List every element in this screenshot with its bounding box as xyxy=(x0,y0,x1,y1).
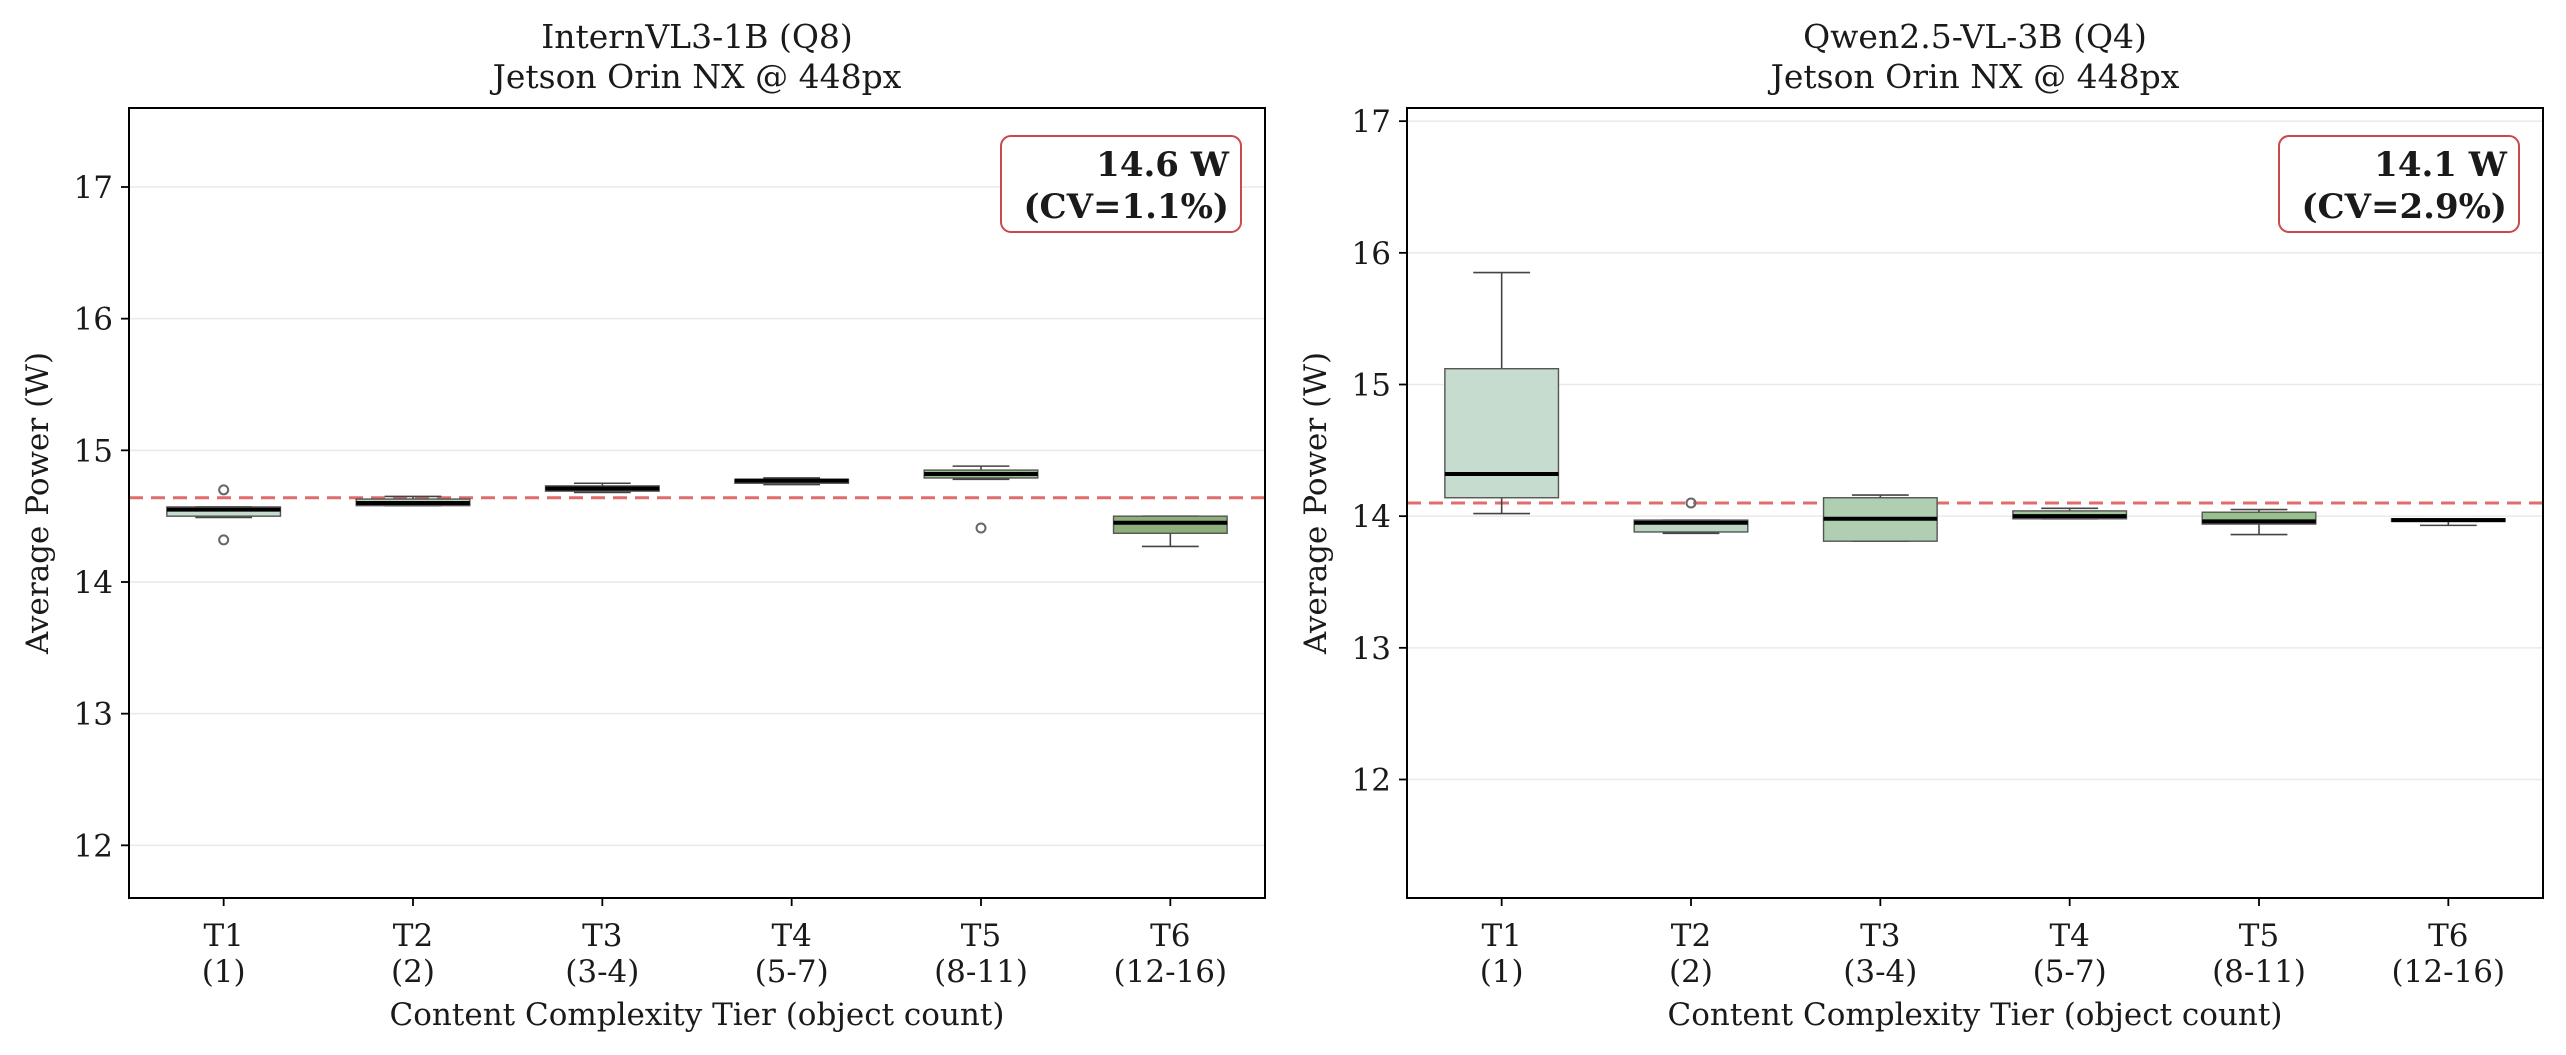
x-tick-label-range: (2) xyxy=(391,954,435,990)
y-tick-label: 13 xyxy=(74,697,113,733)
x-tick-label-range: (1) xyxy=(202,954,246,990)
annotation-box xyxy=(2278,135,2520,233)
x-tick-label-tier: T1 xyxy=(1481,918,1521,954)
x-tick-label-range: (8-11) xyxy=(934,954,1028,990)
x-tick-label-tier: T3 xyxy=(582,918,622,954)
y-tick-label: 17 xyxy=(1352,104,1391,140)
box-plot-t5 xyxy=(923,465,1039,534)
box-plot-t6 xyxy=(1112,515,1228,548)
box-plot-t5 xyxy=(2201,508,2317,536)
box-iqr xyxy=(1633,519,1749,533)
box-plot-t4 xyxy=(2012,507,2128,520)
box-plot-t2 xyxy=(355,495,471,507)
box-plot-t1 xyxy=(166,484,282,546)
y-tick-label: 12 xyxy=(74,828,113,864)
annotation-mean-value: 14.6 W xyxy=(1096,145,1230,185)
plot-frame xyxy=(1406,107,2544,899)
y-tick-label: 14 xyxy=(1352,499,1391,535)
x-axis-label: Content Complexity Tier (object count) xyxy=(390,997,1005,1033)
x-tick-label-tier: T4 xyxy=(2049,918,2089,954)
chart-subtitle: Jetson Orin NX @ 448px xyxy=(490,57,902,96)
x-tick-label-range: (8-11) xyxy=(2212,954,2306,990)
x-tick-label-range: (2) xyxy=(1669,954,1713,990)
y-axis-label: Average Power (W) xyxy=(1298,352,1334,655)
x-tick-label-range: (5-7) xyxy=(755,954,829,990)
x-tick-label-range: (3-4) xyxy=(565,954,639,990)
box-plot-t3 xyxy=(544,482,660,494)
y-tick-label: 15 xyxy=(74,433,113,469)
y-axis-label: Average Power (W) xyxy=(20,352,56,655)
x-tick-label-range: (5-7) xyxy=(2033,954,2107,990)
box-plot-t1 xyxy=(1444,271,1560,515)
annotation-cv: (CV=1.1%) xyxy=(1023,187,1229,227)
box-iqr xyxy=(2201,511,2317,525)
x-tick-label-tier: T2 xyxy=(1671,918,1711,954)
x-tick-label-tier: T4 xyxy=(771,918,811,954)
box-plot-t6 xyxy=(2390,517,2506,527)
x-tick-label-tier: T5 xyxy=(2239,918,2279,954)
x-tick-label-tier: T2 xyxy=(393,918,433,954)
x-tick-label-range: (3-4) xyxy=(1843,954,1917,990)
y-tick-label: 13 xyxy=(1352,631,1391,667)
x-tick-label-tier: T6 xyxy=(2428,918,2468,954)
chart-title: InternVL3-1B (Q8) xyxy=(541,17,853,56)
x-tick-label-range: (12-16) xyxy=(2392,954,2506,990)
outlier-point xyxy=(1685,497,1697,509)
outlier-point xyxy=(218,534,230,546)
box-iqr xyxy=(1444,368,1560,499)
annotation-box xyxy=(1000,135,1242,233)
y-tick-label: 15 xyxy=(1352,368,1391,404)
y-tick-label: 16 xyxy=(74,302,113,338)
x-tick-label-range: (1) xyxy=(1480,954,1524,990)
y-tick-label: 17 xyxy=(74,170,113,206)
right-chart-panel: 12 13 14 15 16 17 T1(1) T2(2) T3(3-4) T4(5-7) T5(8… xyxy=(1298,17,2544,1033)
y-tick-label: 14 xyxy=(74,565,113,601)
x-tick-label-range: (12-16) xyxy=(1114,954,1228,990)
outlier-point xyxy=(218,484,230,496)
x-tick-label-tier: T6 xyxy=(1150,918,1190,954)
annotation-cv: (CV=2.9%) xyxy=(2301,187,2507,227)
box-plot-t4 xyxy=(734,477,850,486)
y-tick-label: 12 xyxy=(1352,763,1391,799)
left-chart-panel: 12 13 14 15 16 17 T1(1) T2(2) T3(3-4) T4(5-7) T5(8… xyxy=(20,17,1266,1033)
chart-subtitle: Jetson Orin NX @ 448px xyxy=(1768,57,2180,96)
x-axis-label: Content Complexity Tier (object count) xyxy=(1668,997,2283,1033)
x-tick-label-tier: T5 xyxy=(961,918,1001,954)
y-tick-label: 16 xyxy=(1352,236,1391,272)
outlier-point xyxy=(975,522,987,534)
plot-frame xyxy=(128,107,1266,899)
x-tick-label-tier: T1 xyxy=(203,918,243,954)
box-plot-t3 xyxy=(1822,494,1938,542)
annotation-mean-value: 14.1 W xyxy=(2374,145,2508,185)
x-tick-label-tier: T3 xyxy=(1860,918,1900,954)
chart-title: Qwen2.5-VL-3B (Q4) xyxy=(1803,17,2147,56)
box-plot-t2 xyxy=(1633,497,1749,535)
